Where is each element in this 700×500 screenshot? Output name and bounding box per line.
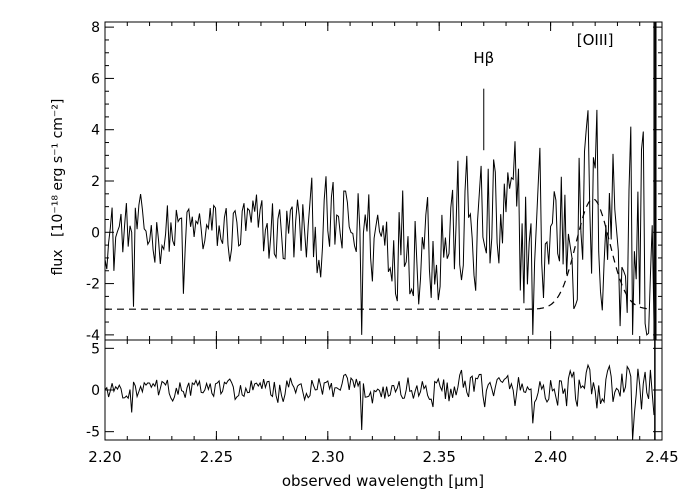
residuals-series-line: [105, 363, 655, 440]
y-tick-label: 0: [91, 225, 100, 241]
bottom-panel: -5 0 5: [86, 339, 663, 441]
y-tick-label: -4: [86, 328, 100, 344]
y-axis-label: flux [10⁻¹⁸ erg s⁻¹ cm⁻²]: [50, 99, 66, 276]
x-tick-label: 2.20: [88, 448, 121, 466]
annotation-label: Hβ: [473, 49, 494, 67]
model-line-dashed: [105, 198, 650, 310]
x-tick-label: 2.40: [534, 448, 567, 466]
y-tick-label: 0: [91, 383, 100, 399]
y-axis-label-prefix: flux: [50, 249, 66, 275]
residuals-plot-area: [105, 340, 656, 440]
x-axis-label: observed wavelength [μm]: [282, 472, 484, 490]
spectrum-plot-area: [105, 22, 657, 340]
x-tick-label: 2.45: [645, 448, 678, 466]
y-tick-label: 6: [91, 71, 100, 87]
x-tick-label: 2.35: [422, 448, 455, 466]
y-tick-label: 4: [91, 123, 100, 139]
annotation-label: [OIII]: [577, 31, 614, 49]
svg-text:flux [10⁻¹⁸ erg s⁻¹ cm⁻²: flux [10⁻¹⁸ erg s⁻¹ cm⁻²]: [50, 99, 66, 276]
y-tick-label: 5: [91, 341, 100, 357]
x-tick-labels: 2.20 2.25 2.30 2.35 2.40 2.45: [88, 448, 678, 466]
top-panel: -4 -2 0 2 4 6 8 Hβ [OIII]: [86, 20, 663, 344]
y-tick-label: 2: [91, 174, 100, 190]
y-tick-label: 8: [91, 20, 100, 36]
y-tick-label: -5: [86, 425, 100, 441]
x-tick-label: 2.30: [311, 448, 344, 466]
y-tick-label: -2: [86, 277, 100, 293]
y-axis-label-unit: [10⁻¹⁸ erg s⁻¹ cm⁻²]: [50, 99, 66, 237]
spectrum-series-line: [105, 109, 655, 336]
x-tick-label: 2.25: [200, 448, 233, 466]
